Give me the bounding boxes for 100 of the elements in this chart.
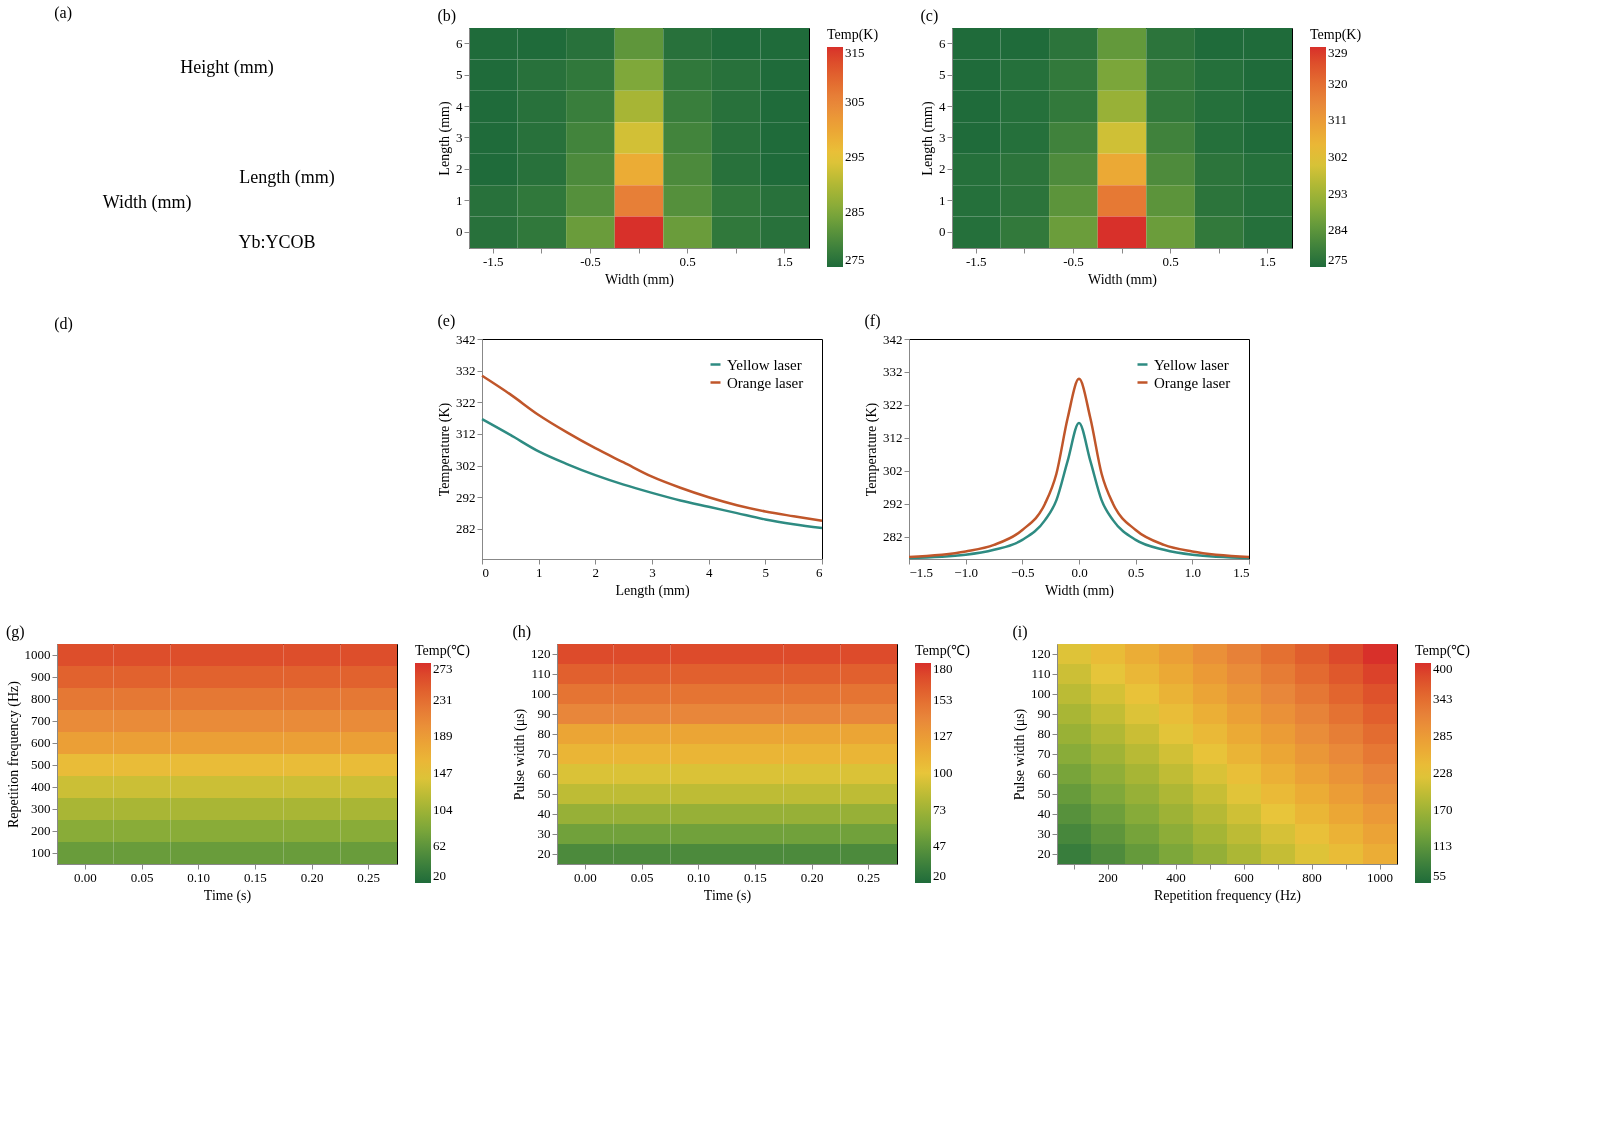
x-tick-label: 0.25 bbox=[357, 869, 381, 885]
x-tick-label: −1.0 bbox=[954, 564, 978, 580]
y-tick-label: 50 bbox=[537, 786, 551, 801]
color-bar-label: 329 bbox=[1328, 45, 1348, 60]
y-tick-label: 70 bbox=[1037, 746, 1051, 761]
y-tick-label: 5 bbox=[939, 67, 946, 83]
x-tick-label: 800 bbox=[1302, 869, 1322, 885]
y-tick-label: 282 bbox=[456, 521, 476, 537]
color-bar-label: 305 bbox=[845, 94, 865, 109]
legend-label: Yellow laser bbox=[727, 356, 802, 373]
y-tick-label: 302 bbox=[883, 463, 903, 479]
x-axis-title: Repetition frequency (Hz) bbox=[1154, 887, 1302, 904]
y-tick-label: 40 bbox=[1037, 806, 1051, 821]
y-tick-label: 30 bbox=[537, 826, 551, 841]
y-tick-label: 40 bbox=[537, 806, 551, 821]
y-tick-label: 332 bbox=[883, 364, 903, 380]
color-bar-label: 231 bbox=[433, 691, 453, 707]
color-bar-label: 55 bbox=[1433, 868, 1446, 883]
y-tick-label: 332 bbox=[456, 363, 476, 379]
x-axis-title: Time (s) bbox=[703, 887, 752, 904]
chart-title: (b) bbox=[437, 7, 457, 25]
x-tick-label: 0.20 bbox=[300, 869, 324, 885]
y-tick-label: 342 bbox=[456, 331, 476, 347]
color-bar-label: 302 bbox=[1328, 149, 1348, 164]
x-tick-label: -0.5 bbox=[1063, 253, 1084, 269]
x-tick-label: 0.10 bbox=[687, 869, 711, 885]
x-tick-label: 600 bbox=[1234, 869, 1254, 885]
color-bar-label: 295 bbox=[845, 149, 865, 164]
x-tick-label: 4 bbox=[705, 564, 713, 580]
color-bar-label: 127 bbox=[933, 727, 953, 743]
x-tick-label: 400 bbox=[1166, 869, 1186, 885]
x-tick-label: 0.20 bbox=[800, 869, 824, 885]
y-tick-label: 70 bbox=[537, 746, 551, 761]
y-tick-label: 282 bbox=[883, 529, 903, 545]
y-tick-label: 400 bbox=[31, 779, 51, 794]
color-bar-title: Temp(K) bbox=[827, 27, 879, 43]
color-bar-label: 320 bbox=[1328, 75, 1348, 91]
color-bar-title: Temp(℃) bbox=[1415, 643, 1471, 659]
y-axis-title: Pulse width (μs) bbox=[1012, 708, 1028, 801]
color-bar-label: 47 bbox=[933, 837, 947, 853]
text: Yb:YCOB bbox=[238, 232, 316, 252]
y-tick-label: 0 bbox=[456, 224, 463, 240]
x-tick-label: −0.5 bbox=[1011, 564, 1035, 580]
y-tick-label: 100 bbox=[531, 686, 551, 701]
color-bar-label: 275 bbox=[1328, 252, 1348, 267]
x-tick-label: 1.5 bbox=[776, 253, 793, 269]
x-axis-title: Width (mm) bbox=[1087, 271, 1158, 288]
y-tick-label: 322 bbox=[883, 397, 903, 413]
color-bar-label: 153 bbox=[933, 692, 953, 708]
y-tick-label: 292 bbox=[883, 496, 903, 512]
line-series bbox=[480, 417, 824, 530]
color-bar-label: 284 bbox=[1328, 222, 1348, 238]
color-bar-title: Temp(K) bbox=[1310, 27, 1362, 43]
legend-label: Orange laser bbox=[1154, 374, 1231, 391]
x-tick-label: 6 bbox=[816, 564, 823, 580]
x-tick-label: −1.5 bbox=[909, 564, 934, 580]
x-axis-title: Width (mm) bbox=[1044, 582, 1115, 599]
text: Length (mm) bbox=[239, 167, 335, 188]
y-axis-title: Length (mm) bbox=[920, 101, 936, 176]
text: (a) bbox=[54, 4, 73, 23]
y-axis-title: Repetition frequency (Hz) bbox=[5, 680, 22, 828]
color-bar-label: 180 bbox=[933, 661, 953, 676]
x-tick-label: 0.5 bbox=[1128, 564, 1145, 580]
x-tick-label: -1.5 bbox=[482, 253, 504, 269]
x-tick-label: 0.00 bbox=[73, 869, 97, 885]
color-bar-label: 170 bbox=[1433, 801, 1453, 817]
y-tick-label: 120 bbox=[531, 646, 551, 661]
x-axis-title: Time (s) bbox=[203, 887, 252, 904]
x-tick-label: 3 bbox=[649, 564, 656, 580]
y-tick-label: 90 bbox=[1037, 706, 1051, 721]
x-tick-label: 1.5 bbox=[1233, 564, 1250, 580]
y-tick-label: 60 bbox=[537, 766, 551, 781]
y-tick-label: 300 bbox=[31, 801, 51, 816]
color-bar-label: 147 bbox=[433, 764, 453, 780]
color-bar-label: 285 bbox=[845, 204, 865, 219]
color-bar-label: 311 bbox=[1328, 112, 1348, 128]
y-tick-label: 80 bbox=[537, 726, 551, 741]
y-tick-label: 100 bbox=[31, 845, 51, 860]
y-tick-label: 5 bbox=[456, 67, 463, 83]
y-tick-label: 80 bbox=[1037, 726, 1051, 741]
y-tick-label: 342 bbox=[883, 331, 903, 347]
y-axis-title: Pulse width (μs) bbox=[512, 708, 528, 801]
x-tick-label: 0.5 bbox=[1162, 253, 1179, 269]
chart-title: (g) bbox=[6, 623, 25, 641]
y-tick-label: 20 bbox=[537, 846, 551, 861]
y-tick-label: 900 bbox=[31, 669, 51, 684]
color-bar-title: Temp(℃) bbox=[915, 643, 971, 659]
color-bar-title: Temp(℃) bbox=[415, 643, 471, 659]
legend-label: Orange laser bbox=[727, 374, 804, 391]
legend-label: Yellow laser bbox=[1154, 356, 1229, 373]
chart-title: (f) bbox=[864, 312, 881, 330]
x-axis-title: Length (mm) bbox=[615, 582, 690, 599]
color-bar-label: 275 bbox=[845, 252, 865, 267]
y-tick-label: 2 bbox=[456, 161, 463, 177]
x-tick-label: 0.00 bbox=[573, 869, 597, 885]
x-tick-label: 5 bbox=[762, 564, 770, 580]
y-tick-label: 3 bbox=[939, 130, 946, 145]
color-bar-label: 315 bbox=[845, 45, 865, 60]
x-tick-label: 0.25 bbox=[857, 869, 881, 885]
color-bar-label: 273 bbox=[433, 661, 453, 676]
